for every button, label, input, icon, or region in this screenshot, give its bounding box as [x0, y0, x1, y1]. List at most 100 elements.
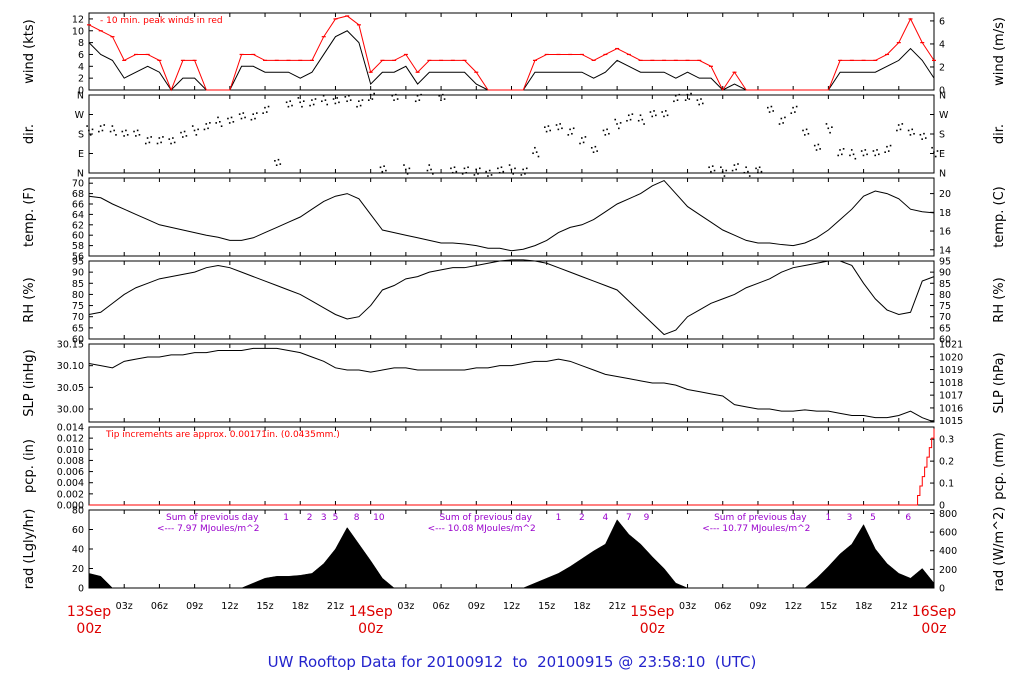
day-hour-label: 00z	[921, 621, 946, 637]
y-tick-label-right: 1018	[939, 378, 963, 389]
chart-title: UW Rooftop Data for 20100912 to 20100915…	[268, 653, 757, 671]
hour-marker: 4	[603, 513, 609, 523]
y-tick-label: 12	[72, 14, 84, 25]
y-tick-label: 30.10	[57, 361, 84, 372]
dir-point	[827, 127, 830, 130]
dir-point	[133, 130, 135, 133]
dir-point	[757, 171, 759, 174]
dir-point	[582, 141, 585, 144]
dir-point	[837, 154, 840, 157]
dir-point	[86, 125, 88, 127]
daily-sum-value: <--- 7.97 MJoules/m^2	[157, 524, 259, 534]
dir-point	[711, 165, 714, 167]
dir-point	[901, 123, 904, 125]
y-axis-label: SLP (inHg)	[22, 349, 37, 417]
dir-point	[651, 115, 654, 118]
hour-marker: 8	[354, 513, 360, 523]
hour-marker: 5	[333, 513, 339, 523]
x-tick-label: 15z	[257, 601, 274, 612]
dir-point	[443, 98, 446, 100]
dir-point	[451, 171, 454, 174]
y-tick-label-right: 6	[939, 16, 945, 27]
y-tick-label: 30.15	[57, 340, 84, 351]
dir-point	[512, 173, 514, 175]
dir-point	[487, 175, 489, 177]
y-tick-label-right: 400	[939, 546, 957, 557]
dir-point	[172, 137, 174, 139]
y-tick-label-right: 0	[939, 86, 945, 97]
y-tick-label: 58	[72, 241, 84, 252]
y-tick-label-right: 0	[939, 501, 945, 512]
dir-point	[829, 131, 831, 134]
dir-point	[144, 142, 147, 145]
y-tick-label-right: 1020	[939, 352, 963, 363]
dir-point	[581, 137, 583, 139]
dir-point	[629, 118, 632, 121]
y-tick-label-right: 80	[939, 290, 951, 301]
y-tick-label-right: 200	[939, 565, 957, 576]
daily-sum-title: Sum of previous day	[439, 513, 532, 523]
y-tick-label: 75	[72, 301, 84, 312]
y-tick-label-right: W	[939, 110, 949, 121]
day-hour-label: 00z	[640, 621, 665, 637]
dir-point	[287, 105, 290, 108]
dir-point	[696, 99, 699, 101]
dir-point	[275, 164, 278, 166]
dir-point	[561, 127, 563, 130]
dir-point	[324, 99, 327, 101]
y-axis-label-right: rad (W/m^2)	[992, 507, 1007, 592]
dir-point	[203, 128, 206, 131]
dir-point	[909, 134, 912, 136]
y-tick-label: 4	[78, 62, 84, 73]
dir-point	[522, 168, 524, 171]
dir-point	[661, 111, 663, 113]
y-tick-label: 0	[78, 86, 84, 97]
dir-point	[923, 132, 925, 135]
y-tick-label-right: E	[939, 149, 945, 160]
y-tick-label: 10	[72, 26, 84, 37]
dir-point	[760, 170, 763, 173]
hour-marker: 3	[321, 513, 327, 523]
dir-point	[279, 163, 282, 165]
x-tick-label: 03z	[116, 601, 133, 612]
y-tick-label: N	[77, 169, 84, 180]
y-tick-label-right: 18	[939, 208, 951, 219]
y-tick-label-right: 90	[939, 268, 951, 279]
panel-frame	[88, 260, 935, 340]
x-tick-label: 18z	[292, 601, 309, 612]
dir-point	[631, 113, 634, 115]
hour-marker: 7	[626, 513, 632, 523]
dir-point	[185, 135, 188, 137]
x-tick-label: 21z	[327, 601, 344, 612]
y-tick-label: 0.012	[57, 434, 84, 445]
dir-point	[663, 115, 665, 118]
panel-annotation: Tip increments are approx. 0.00171in. (0…	[105, 430, 340, 440]
dir-point	[369, 93, 372, 96]
dir-point	[371, 98, 374, 100]
dir-point	[497, 167, 499, 170]
y-tick-label-right: N	[939, 169, 946, 180]
dir-point	[348, 94, 350, 97]
dir-point	[440, 99, 442, 101]
dir-point	[215, 122, 217, 124]
dir-point	[218, 121, 221, 123]
y-tick-label: 0.002	[57, 489, 84, 500]
dir-point	[146, 137, 149, 139]
dir-point	[549, 129, 552, 132]
dir-point	[420, 93, 422, 96]
dir-point	[242, 112, 245, 114]
dir-point	[297, 97, 300, 99]
dir-point	[205, 123, 208, 125]
dir-point	[173, 141, 176, 144]
dir-point	[193, 129, 196, 132]
dir-point	[89, 134, 92, 136]
dir-point	[453, 166, 456, 169]
dir-point	[467, 166, 469, 169]
dir-point	[860, 150, 863, 152]
hour-marker: 10	[373, 513, 385, 523]
y-tick-label: 85	[72, 279, 84, 290]
dir-point	[520, 174, 523, 176]
dir-point	[889, 144, 892, 147]
dir-point	[931, 146, 933, 149]
